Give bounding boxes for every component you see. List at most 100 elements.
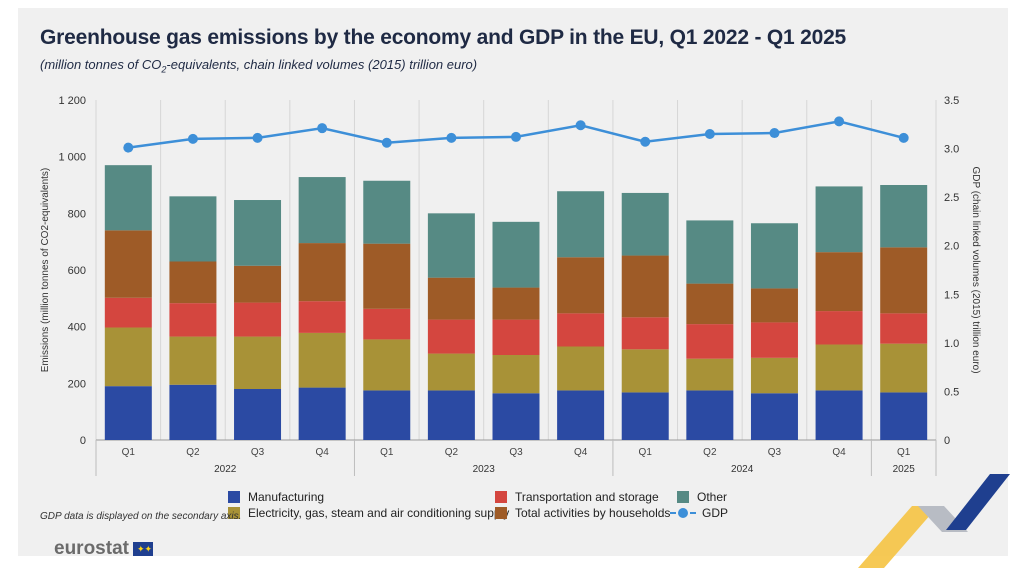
bar-segment-other [104, 165, 152, 231]
bar-segment-electricity [557, 346, 605, 391]
bar-segment-electricity [169, 336, 217, 385]
bar-segment-manufacturing [880, 392, 928, 440]
x-tick-label: Q2 [186, 447, 200, 458]
bar-segment-other [298, 177, 346, 244]
bar-segment-other [750, 223, 798, 289]
bar-segment-households [492, 287, 540, 320]
x-tick-label: Q1 [122, 447, 136, 458]
gdp-point [898, 132, 909, 143]
x-tick-label: Q4 [315, 447, 329, 458]
bar-segment-electricity [750, 357, 798, 394]
y-right-tick-label: 1.0 [944, 338, 959, 350]
eu-flag-icon: ✦✦ [132, 542, 153, 556]
bar-segment-transport [492, 319, 540, 355]
bar-segment-electricity [815, 344, 863, 391]
bar-segment-households [427, 277, 475, 320]
subtitle-text-pre: (million tonnes of CO [40, 57, 162, 72]
gdp-point [381, 137, 392, 148]
legend-swatch-other [677, 491, 689, 503]
legend-label-electricity: Electricity, gas, steam and air conditio… [248, 506, 510, 520]
y-right-tick-label: 0.5 [944, 386, 959, 398]
x-tick-label: Q3 [768, 447, 782, 458]
eurostat-logo: eurostat ✦✦ [54, 538, 153, 560]
bar-segment-transport [880, 313, 928, 344]
legend-gdp-line-icon [670, 507, 696, 519]
y-right-tick-label: 0 [944, 435, 950, 447]
x-tick-label: Q2 [445, 447, 459, 458]
gdp-point [123, 142, 134, 153]
bar-segment-manufacturing [169, 384, 217, 440]
bar-segment-transport [104, 297, 152, 328]
gdp-point [511, 131, 521, 142]
bar-segment-households [234, 265, 282, 303]
chart-title: Greenhouse gas emissions by the economy … [40, 26, 847, 49]
bar-segment-other [363, 180, 411, 244]
y-right-tick-label: 1.5 [944, 289, 959, 301]
bar-segment-manufacturing [234, 389, 282, 440]
x-tick-label: Q1 [639, 447, 653, 458]
bar-segment-other [492, 221, 540, 288]
bar-segment-households [621, 255, 669, 318]
legend-label-other: Other [697, 490, 728, 504]
bar-segment-other [686, 220, 734, 284]
bar-segment-electricity [104, 327, 152, 387]
year-label: 2024 [731, 464, 754, 475]
x-tick-label: Q4 [574, 447, 588, 458]
bar-segment-manufacturing [750, 393, 798, 440]
x-tick-label: Q4 [832, 447, 846, 458]
legend-swatch-electricity [228, 507, 240, 519]
bar-segment-transport [234, 302, 282, 337]
legend-item-transport: Transportation and storage [495, 490, 659, 504]
bar-segment-transport [750, 322, 798, 358]
bar-segment-other [169, 196, 217, 262]
gdp-point [317, 123, 328, 134]
legend-swatch-transport [495, 491, 507, 503]
bar-segment-electricity [880, 343, 928, 393]
bar-segment-electricity [427, 353, 475, 391]
gdp-point [769, 128, 780, 139]
bar-segment-households [363, 243, 411, 309]
y-tick-label: 1 200 [58, 95, 86, 107]
bar-segment-electricity [686, 358, 734, 391]
bar-segment-manufacturing [298, 387, 346, 440]
legend-label-gdp: GDP [702, 506, 729, 520]
y-tick-label: 400 [68, 322, 86, 334]
x-tick-label: Q3 [509, 447, 523, 458]
x-tick-label: Q1 [897, 447, 911, 458]
legend-item-gdp: GDP [670, 506, 728, 520]
y-right-tick-label: 3.0 [944, 144, 959, 156]
legend-swatch-manufacturing [228, 491, 240, 503]
bar-segment-manufacturing [492, 393, 540, 440]
legend-label-manufacturing: Manufacturing [248, 490, 325, 504]
x-tick-label: Q3 [251, 447, 265, 458]
brand-name: eurostat [54, 538, 129, 559]
gdp-point [252, 132, 263, 143]
bar-segment-households [750, 288, 798, 323]
bar-segment-other [621, 192, 669, 256]
bar-segment-transport [621, 317, 669, 350]
y-tick-label: 800 [68, 208, 86, 220]
legend-item-manufacturing: Manufacturing [228, 490, 324, 504]
bar-segment-electricity [298, 332, 346, 388]
y-right-tick-label: 2.0 [944, 241, 959, 253]
year-label: 2022 [214, 464, 237, 475]
subtitle-text-post: -equivalents, chain linked volumes (2015… [166, 57, 478, 72]
chart-subtitle: (million tonnes of CO2-equivalents, chai… [40, 57, 477, 75]
legend-item-electricity: Electricity, gas, steam and air conditio… [228, 506, 509, 520]
y-right-axis-title: GDP (chain linked volumes (2015) trillio… [970, 166, 981, 373]
bar-segment-households [298, 243, 346, 302]
bar-segment-households [557, 257, 605, 314]
bar-segment-electricity [234, 336, 282, 389]
footnote: GDP data is displayed on the secondary a… [40, 511, 242, 522]
year-label: 2023 [473, 464, 496, 475]
bar-segment-other [815, 186, 863, 253]
y-right-tick-label: 2.5 [944, 192, 959, 204]
bar-segment-manufacturing [427, 390, 475, 440]
bar-segment-electricity [363, 339, 411, 391]
bar-segment-manufacturing [686, 390, 734, 440]
bar-segment-other [557, 191, 605, 258]
bar-segment-manufacturing [104, 386, 152, 440]
gdp-point [704, 129, 715, 139]
year-label: 2025 [893, 464, 916, 475]
bar-segment-transport [363, 308, 411, 340]
